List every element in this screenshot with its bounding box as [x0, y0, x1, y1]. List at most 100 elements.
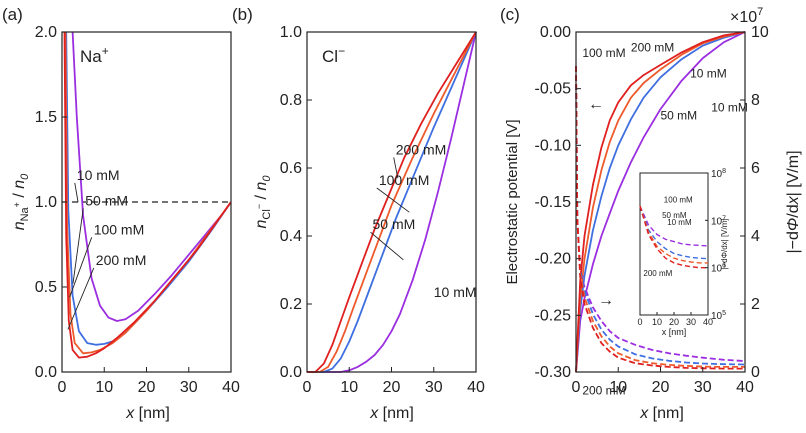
panel-b-annotation-leader: [376, 187, 410, 213]
a-ytick-label: 1.0: [35, 194, 57, 211]
inset-ytick-exp: 6: [722, 263, 726, 270]
b-xtick-label: 30: [425, 379, 443, 396]
panel-c-potential-100-mm: [575, 31, 746, 373]
panel-c-ylabel-right: |−dΦ/dx| [V/m]: [785, 150, 802, 253]
panel-a-ylabel: nNa+ / n0: [11, 173, 31, 230]
a-ytick-label: 1.5: [35, 109, 57, 126]
c-ytick-label: -0.15: [535, 194, 572, 211]
panel-b: (b) Cl− nCl− / n0 x [nm] 0 10 20 30 40 0.0 0.2…: [232, 5, 485, 422]
inset-series-100-mm: [639, 205, 708, 264]
b-ytick-label: 0.0: [280, 364, 302, 381]
c-ytick-label: 0.00: [540, 24, 571, 41]
panel-a-annotation-leader: [69, 237, 93, 298]
panel-a-annotation: 100 mM: [94, 221, 145, 237]
panel-b-label: (b): [232, 5, 253, 24]
c-ytick-right-label: 8: [751, 92, 760, 109]
left-axis-arrow: ←: [588, 96, 604, 113]
inset-ytick-base: 10: [711, 264, 723, 275]
inset-xtick-label: 40: [703, 317, 713, 327]
panel-a-species: Na+: [80, 44, 109, 66]
inset-xtick-label: 20: [669, 317, 679, 327]
panel-a-series-200-mm: [63, 32, 231, 359]
panel-a: (a) Na+ nNa+ / n0 x [nm] 0 10 20 30 40 0.0 0.5…: [2, 5, 240, 422]
panel-b-series-10-mm: [307, 31, 477, 373]
inset-ytick-label: 105: [711, 310, 726, 322]
panel-c-field-label: 200 mM: [582, 384, 625, 398]
panel-a-annotation: 50 mM: [85, 192, 128, 208]
panel-c-potential-label: 100 mM: [582, 46, 625, 60]
panel-b-annotation: 200 mM: [396, 141, 447, 157]
panel-a-plot-area: [62, 32, 231, 359]
inset-series-10-mm: [639, 205, 709, 247]
panel-b-xlabel: x [nm]: [369, 405, 414, 422]
inset-ytick-label: 106: [711, 263, 726, 275]
panel-c-field-label: 10 mM: [711, 100, 748, 114]
panel-b-series-100-mm: [307, 31, 477, 373]
a-ytick-label: 2.0: [35, 24, 57, 41]
panel-c-exponent-base: ×10: [730, 9, 757, 26]
inset-ytick-base: 10: [711, 311, 723, 322]
panel-b-species: Cl−: [322, 44, 345, 66]
panel-c-potential-200-mm: [575, 31, 746, 373]
panel-c-label: (c): [500, 5, 520, 24]
a-xtick-label: 20: [138, 379, 156, 396]
b-ytick-label: 0.8: [280, 92, 302, 109]
c-ytick-right-label: 10: [751, 24, 769, 41]
panel-a-xlabel: x [nm]: [125, 405, 170, 422]
inset-xtick-label: 10: [652, 317, 662, 327]
b-xtick-label: 20: [383, 379, 401, 396]
c-ytick-label: -0.25: [535, 307, 572, 324]
inset-series-50-mm: [639, 205, 709, 260]
panel-b-annotation-leader: [393, 157, 399, 179]
c-ytick-label: -0.05: [535, 81, 572, 98]
a-xtick-label: 0: [58, 379, 67, 396]
panel-c-potential-label: 200 mM: [631, 40, 674, 54]
inset-label: 100 mM: [664, 195, 693, 204]
inset-label: 10 mM: [667, 218, 692, 227]
inset-xtick-label: 30: [686, 317, 696, 327]
panel-a-annotation: 10 mM: [77, 167, 120, 183]
c-xtick-label: 30: [694, 379, 712, 396]
panel-c-exponent-sup: 7: [757, 6, 763, 18]
panel-c-ylabel-left: Electrostatic potential [V]: [504, 119, 521, 284]
panel-a-annotation-leader: [72, 208, 84, 284]
panel-c-potential-label: 10 mM: [690, 66, 727, 80]
a-xtick-label: 40: [222, 379, 240, 396]
panel-b-annotation: 100 mM: [379, 172, 430, 188]
b-ytick-label: 0.6: [280, 160, 302, 177]
panel-b-species-main: Cl: [322, 47, 338, 66]
panel-c-potential-label: 50 mM: [661, 108, 698, 122]
inset-ytick-exp: 8: [722, 168, 726, 175]
panel-a-series-10-mm: [71, 32, 231, 322]
panel-c-field-200-mm: [575, 65, 745, 370]
b-xtick-label: 10: [340, 379, 358, 396]
right-axis-arrow: →: [598, 292, 614, 309]
b-ytick-label: 0.4: [280, 228, 302, 245]
c-xtick-label: 10: [609, 379, 627, 396]
b-xtick-label: 0: [303, 379, 312, 396]
inset-frame: [639, 172, 709, 316]
panel-b-annotation: 10 mM: [434, 284, 477, 300]
panel-a-label: (a): [2, 5, 23, 24]
c-ytick-right-label: 6: [751, 160, 760, 177]
panel-c-field-100-mm: [575, 65, 745, 368]
inset-ytick-exp: 7: [722, 215, 726, 222]
a-xtick-label: 30: [180, 379, 198, 396]
panel-a-annotation-leader: [67, 267, 95, 330]
panel-c-exponent: ×107: [730, 6, 763, 26]
inset-label: 200 mM: [643, 269, 672, 278]
inset-xtick-label: 0: [637, 317, 642, 327]
inset-ytick-label: 108: [711, 168, 726, 180]
panel-a-species-sup: +: [102, 44, 109, 58]
panel-a-series-50-mm: [65, 32, 231, 346]
panel-b-species-sup: −: [338, 44, 345, 58]
c-ytick-right-label: 0: [751, 364, 760, 381]
panel-b-ylabel: nCl− / n0: [253, 175, 273, 229]
inset-series-200-mm: [639, 205, 708, 269]
panel-b-frame: [306, 31, 477, 373]
inset-ylabel: |−dΦ/dx| [V/m]: [720, 218, 729, 269]
panel-b-series-200-mm: [307, 31, 477, 373]
c-ytick-right-label: 2: [751, 296, 760, 313]
panel-c-potential-50-mm: [575, 31, 746, 373]
